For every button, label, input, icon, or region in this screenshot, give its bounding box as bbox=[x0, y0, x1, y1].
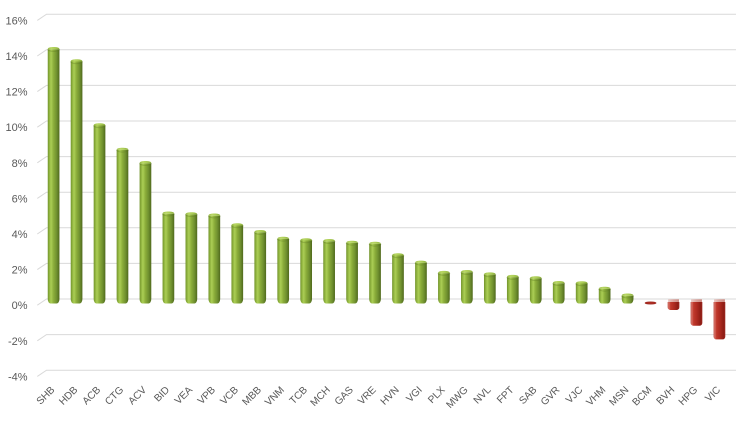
svg-text:2%: 2% bbox=[12, 265, 28, 277]
svg-text:0%: 0% bbox=[12, 300, 28, 312]
svg-text:4%: 4% bbox=[12, 229, 28, 241]
svg-text:10%: 10% bbox=[5, 122, 27, 134]
svg-text:16%: 16% bbox=[5, 15, 27, 27]
svg-text:-2%: -2% bbox=[8, 336, 28, 348]
svg-text:12%: 12% bbox=[5, 87, 27, 99]
svg-text:8%: 8% bbox=[12, 158, 28, 170]
svg-text:6%: 6% bbox=[12, 193, 28, 205]
svg-text:14%: 14% bbox=[5, 51, 27, 63]
svg-text:-4%: -4% bbox=[8, 371, 28, 383]
